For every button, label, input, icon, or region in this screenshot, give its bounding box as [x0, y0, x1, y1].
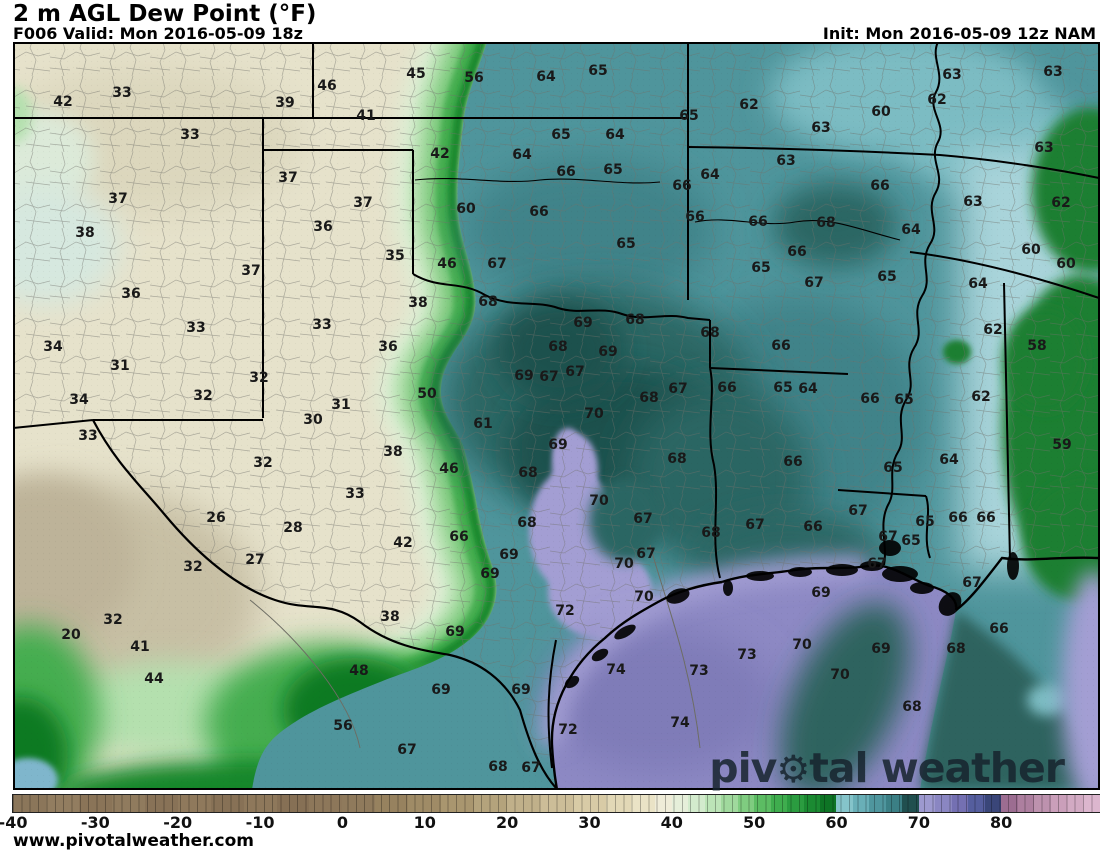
colorbar-segment	[688, 795, 705, 812]
colorbar-segment	[507, 795, 540, 812]
colorbar-segment	[1067, 795, 1084, 812]
init-time-label: Init: Mon 2016-05-09 12z NAM	[822, 24, 1096, 43]
colorbar-segment	[111, 795, 145, 812]
colorbar-segment	[951, 795, 969, 812]
colorbar-tick-label: -40	[0, 813, 28, 832]
colorbar-segment	[704, 795, 722, 812]
valid-time-label: F006 Valid: Mon 2016-05-09 18z	[13, 24, 303, 43]
colorbar-segment	[935, 795, 952, 812]
colorbar-segment	[540, 795, 573, 812]
colorbar-segment	[572, 795, 606, 812]
colorbar-segment	[869, 795, 886, 812]
website-url: www.pivotalweather.com	[13, 831, 255, 850]
gear-icon: ⚙	[776, 747, 810, 791]
colorbar-segment	[803, 795, 820, 812]
colorbar-segment	[78, 795, 112, 812]
colorbar-segment	[441, 795, 475, 812]
colorbar-segment	[819, 795, 837, 812]
colorbar-segment	[243, 795, 277, 812]
colorbar-tick-label: -30	[80, 813, 110, 832]
colorbar-tick-label: 70	[907, 813, 930, 832]
colorbar-segment	[474, 795, 508, 812]
colorbar-segment	[630, 795, 656, 812]
colorbar	[12, 794, 1100, 813]
map-frame	[13, 42, 1100, 790]
colorbar-tick-labels: -40 -30 -20 -10 0 10 20 30 40 50 60 70 80	[0, 813, 1100, 835]
pivotal-weather-watermark: piv⚙tal weather	[709, 744, 1065, 792]
colorbar-tick-label: -20	[163, 813, 193, 832]
colorbar-segment	[770, 795, 788, 812]
colorbar-segment	[342, 795, 376, 812]
colorbar-segment	[918, 795, 936, 812]
colorbar-segment	[754, 795, 771, 812]
colorbar-tick-label: 60	[825, 813, 848, 832]
colorbar-segment	[309, 795, 343, 812]
colorbar-tick-label: 20	[495, 813, 519, 832]
colorbar-segment	[852, 795, 870, 812]
colorbar-segment	[655, 795, 672, 812]
colorbar-segment	[836, 795, 853, 812]
colorbar-segment	[737, 795, 755, 812]
colorbar-segment	[276, 795, 310, 812]
colorbar-segment	[1083, 795, 1100, 812]
colorbar-segment	[1034, 795, 1051, 812]
colorbar-segment	[721, 795, 738, 812]
colorbar-segment	[787, 795, 804, 812]
colorbar-segment	[13, 795, 46, 812]
colorbar-tick-label: 30	[578, 813, 601, 832]
colorbar-segment	[210, 795, 244, 812]
colorbar-segment	[968, 795, 985, 812]
colorbar-tick-label: 50	[742, 813, 766, 832]
colorbar-segment	[408, 795, 442, 812]
colorbar-segment	[1001, 795, 1018, 812]
colorbar-tick-lines	[13, 795, 1100, 812]
colorbar-segment	[177, 795, 211, 812]
colorbar-segment	[902, 795, 919, 812]
colorbar-segment	[885, 795, 903, 812]
colorbar-segment	[605, 795, 631, 812]
colorbar-segment	[984, 795, 1002, 812]
page-title: 2 m AGL Dew Point (°F)	[13, 1, 317, 27]
colorbar-tick-label: 80	[990, 813, 1013, 832]
colorbar-tick-label: 40	[660, 813, 683, 832]
colorbar-segment	[1017, 795, 1035, 812]
colorbar-tick-label: 10	[413, 813, 436, 832]
colorbar-segment	[45, 795, 79, 812]
colorbar-segment	[375, 795, 409, 812]
colorbar-segment	[1050, 795, 1067, 812]
colorbar-segment	[144, 795, 178, 812]
colorbar-tick-label: -10	[245, 813, 275, 832]
colorbar-tick-label: 0	[336, 813, 348, 832]
colorbar-segment	[671, 795, 689, 812]
